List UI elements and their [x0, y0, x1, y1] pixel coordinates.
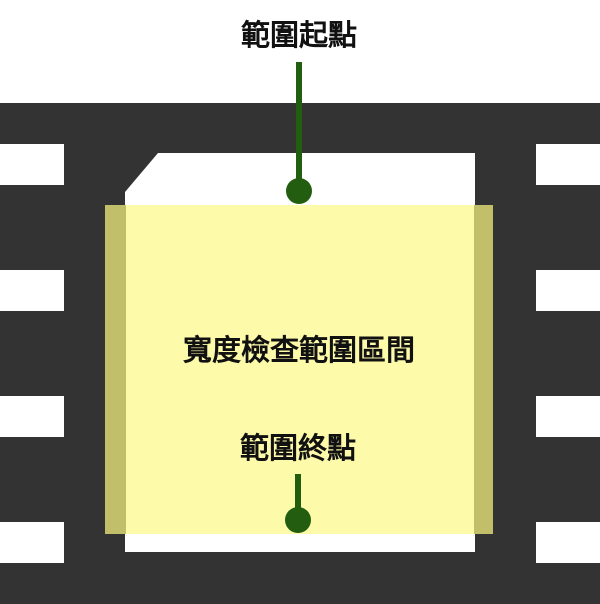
left-pad: [0, 270, 64, 311]
check-interval-label: 寬度檢查範圍區間: [183, 333, 415, 367]
range-end-label: 範圍終點: [240, 431, 356, 465]
range-end-dot: [285, 507, 311, 533]
left-pad: [0, 522, 64, 563]
check-range-edge-right: [474, 205, 493, 534]
check-range-edge-left: [105, 205, 126, 534]
range-start-dot: [286, 178, 312, 204]
right-pad: [536, 522, 600, 563]
left-pads: [0, 144, 64, 563]
right-pad: [536, 144, 600, 185]
right-pad: [536, 270, 600, 311]
left-pad: [0, 144, 64, 185]
left-pad: [0, 396, 64, 437]
right-pad: [536, 396, 600, 437]
range-start-label: 範圍起點: [241, 18, 357, 52]
right-pads: [536, 144, 600, 563]
range-start-line: [296, 62, 302, 190]
range-end-line: [295, 474, 301, 520]
range-start-marker: [286, 62, 312, 204]
range-end-marker: [285, 474, 311, 533]
